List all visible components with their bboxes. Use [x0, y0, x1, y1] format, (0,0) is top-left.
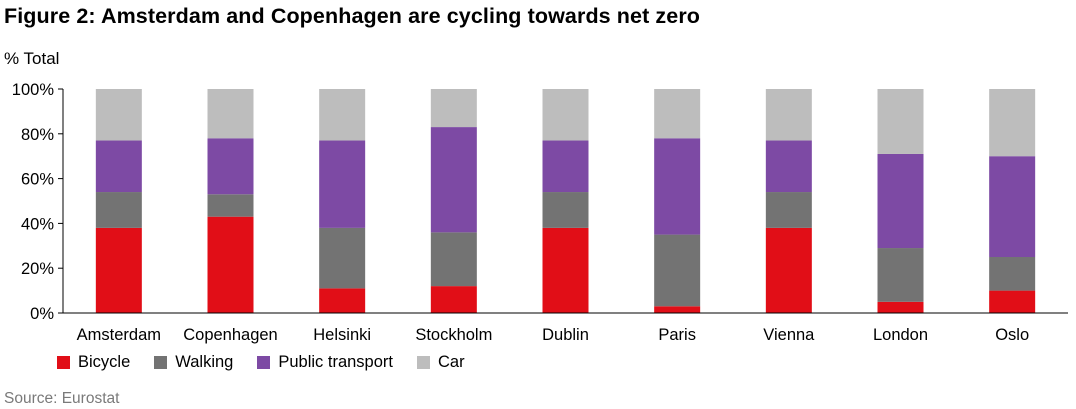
x-tick-label-oslo: Oslo — [995, 326, 1029, 344]
y-axis-unit-label: % Total — [4, 49, 60, 68]
x-tick-label-london: London — [873, 326, 928, 344]
bar-walking-helsinki — [319, 227, 366, 289]
y-tick-label: 80% — [21, 126, 54, 144]
x-tick-label-vienna: Vienna — [763, 326, 815, 344]
y-tick-label: 0% — [30, 305, 54, 323]
bar-bicycle-stockholm — [430, 286, 477, 313]
bar-car-dublin — [542, 89, 589, 141]
legend-item-bicycle: Bicycle — [57, 353, 130, 372]
source-note: Source: Eurostat — [4, 390, 120, 407]
legend-item-public-transport: Public transport — [257, 353, 393, 372]
legend-label-car: Car — [437, 352, 465, 371]
bar-walking-stockholm — [430, 232, 477, 287]
y-tick-label: 20% — [21, 260, 54, 278]
bar-walking-oslo — [989, 257, 1036, 291]
bar-walking-paris — [654, 234, 701, 307]
bar-car-copenhagen — [207, 89, 254, 139]
bar-car-vienna — [765, 89, 812, 141]
bar-car-oslo — [989, 89, 1036, 157]
x-tick-label-copenhagen: Copenhagen — [183, 326, 278, 344]
bar-bicycle-paris — [654, 306, 701, 313]
bar-public-transport-dublin — [542, 140, 589, 193]
bar-public-transport-copenhagen — [207, 138, 254, 195]
bar-bicycle-london — [877, 301, 924, 313]
legend-swatch-car — [416, 355, 430, 369]
bar-public-transport-oslo — [989, 156, 1036, 257]
bar-public-transport-stockholm — [430, 127, 477, 233]
legend-item-walking: Walking — [154, 353, 233, 372]
legend-label-bicycle: Bicycle — [78, 352, 131, 371]
x-tick-label-amsterdam: Amsterdam — [77, 326, 161, 344]
bar-walking-amsterdam — [95, 192, 142, 228]
bar-walking-vienna — [765, 192, 812, 228]
bar-public-transport-vienna — [765, 140, 812, 193]
x-tick-label-dublin: Dublin — [542, 326, 589, 344]
y-tick-label: 60% — [21, 171, 54, 189]
legend-swatch-walking — [154, 355, 168, 369]
bar-walking-london — [877, 248, 924, 302]
legend-label-walking: Walking — [175, 352, 234, 371]
legend-swatch-bicycle — [57, 355, 70, 369]
bar-walking-copenhagen — [207, 194, 254, 217]
bar-bicycle-helsinki — [319, 288, 366, 313]
bar-public-transport-amsterdam — [95, 140, 142, 193]
legend-swatch-public-transport — [257, 355, 271, 369]
chart-title: Figure 2: Amsterdam and Copenhagen are c… — [4, 4, 701, 28]
bar-bicycle-dublin — [542, 227, 589, 313]
legend-item-car: Car — [416, 352, 465, 372]
x-tick-label-paris: Paris — [658, 326, 696, 344]
bar-bicycle-vienna — [765, 227, 812, 313]
legend: Bicycle Walking Public transport Car — [57, 352, 489, 372]
y-tick-label: 100% — [12, 81, 55, 99]
bar-public-transport-london — [877, 153, 924, 249]
bar-public-transport-helsinki — [319, 140, 366, 228]
bar-public-transport-paris — [654, 138, 701, 235]
bar-car-stockholm — [430, 89, 477, 128]
bar-car-paris — [654, 89, 701, 139]
bar-car-amsterdam — [95, 89, 142, 141]
bar-walking-dublin — [542, 192, 589, 228]
legend-label-public-transport: Public transport — [278, 352, 393, 371]
bar-bicycle-copenhagen — [207, 216, 254, 313]
bar-car-london — [877, 89, 924, 154]
x-tick-label-stockholm: Stockholm — [415, 326, 492, 344]
y-tick-label: 40% — [21, 215, 54, 233]
bar-car-helsinki — [319, 89, 366, 141]
bar-bicycle-oslo — [989, 290, 1036, 313]
bar-bicycle-amsterdam — [95, 227, 142, 313]
x-tick-label-helsinki: Helsinki — [313, 326, 371, 344]
